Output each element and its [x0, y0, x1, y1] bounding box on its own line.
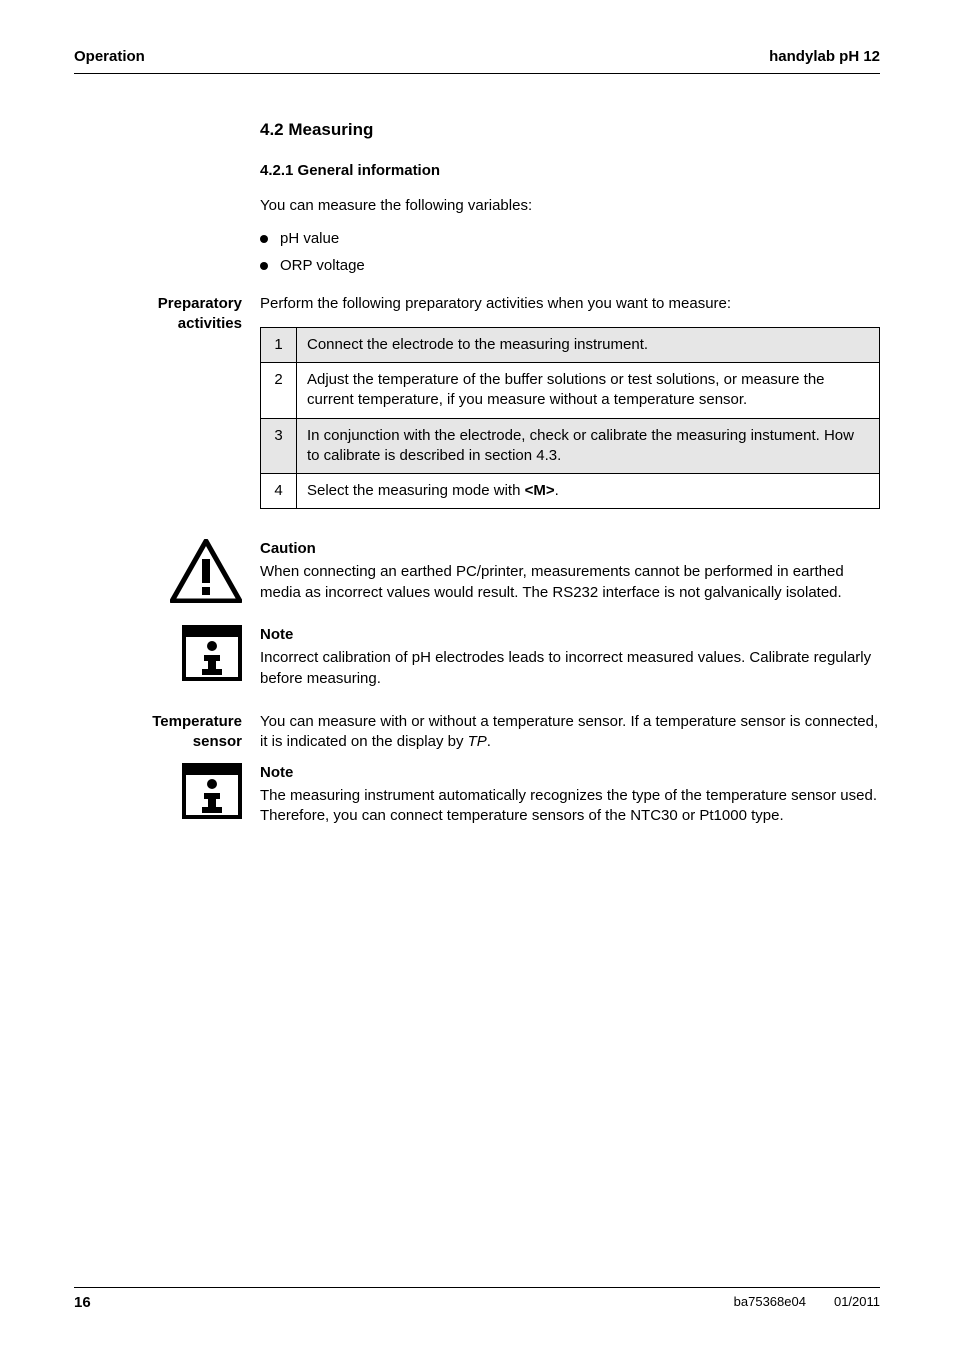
side-label-line: Temperature — [74, 712, 242, 732]
table-row: 3 In conjunction with the electrode, che… — [261, 418, 880, 474]
list-item: ORP voltage — [260, 256, 880, 277]
step-text-pre: Select the measuring mode with — [307, 482, 525, 499]
step-number: 4 — [261, 474, 297, 509]
step-text: Adjust the temperature of the buffer sol… — [297, 363, 880, 419]
temp-body-pre: You can measure with or without a temper… — [260, 713, 878, 751]
page-footer: 16 ba75368e04 01/2011 — [74, 1287, 880, 1311]
table-row: 4 Select the measuring mode with <M>. — [261, 474, 880, 509]
variable-list: pH value ORP voltage — [260, 229, 880, 276]
warning-triangle-icon — [170, 539, 242, 603]
prep-side-label: Preparatory activities — [74, 294, 260, 335]
step-number: 2 — [261, 363, 297, 419]
temp-side-label: Temperature sensor — [74, 712, 260, 753]
note-body: Incorrect calibration of pH electrodes l… — [260, 648, 880, 689]
header-right: handylab pH 12 — [769, 48, 880, 65]
side-label-line: sensor — [74, 732, 242, 752]
prep-intro: Perform the following preparatory activi… — [260, 294, 880, 315]
info-box-icon — [182, 763, 242, 819]
caution-body: When connecting an earthed PC/printer, m… — [260, 562, 880, 603]
step-text: In conjunction with the electrode, check… — [297, 418, 880, 474]
step-text-bold: <M> — [525, 482, 555, 499]
running-head: Operation handylab pH 12 — [74, 48, 880, 74]
side-label-line: Preparatory — [74, 294, 242, 314]
step-text: Connect the electrode to the measuring i… — [297, 327, 880, 362]
temp-body-post: . — [487, 733, 491, 750]
header-left: Operation — [74, 48, 145, 65]
note-heading: Note — [260, 763, 880, 784]
info-box-icon — [182, 625, 242, 681]
step-text: Select the measuring mode with <M>. — [297, 474, 880, 509]
table-row: 2 Adjust the temperature of the buffer s… — [261, 363, 880, 419]
temp-body: You can measure with or without a temper… — [260, 712, 880, 753]
section-heading: 4.2 Measuring — [260, 118, 880, 141]
page-number: 16 — [74, 1294, 91, 1311]
subsection-heading: 4.2.1 General information — [260, 161, 880, 182]
intro-text: You can measure the following variables: — [260, 196, 880, 217]
side-label-line: activities — [74, 314, 242, 334]
note-heading: Note — [260, 625, 880, 646]
table-row: 1 Connect the electrode to the measuring… — [261, 327, 880, 362]
step-text-post: . — [555, 482, 559, 499]
temp-body-italic: TP — [468, 733, 487, 750]
note-body: The measuring instrument automatically r… — [260, 786, 880, 827]
footer-doc-id: ba75368e04 — [734, 1294, 806, 1311]
footer-date: 01/2011 — [834, 1294, 880, 1311]
step-number: 3 — [261, 418, 297, 474]
caution-heading: Caution — [260, 539, 880, 560]
list-item: pH value — [260, 229, 880, 250]
step-number: 1 — [261, 327, 297, 362]
steps-table: 1 Connect the electrode to the measuring… — [260, 327, 880, 510]
